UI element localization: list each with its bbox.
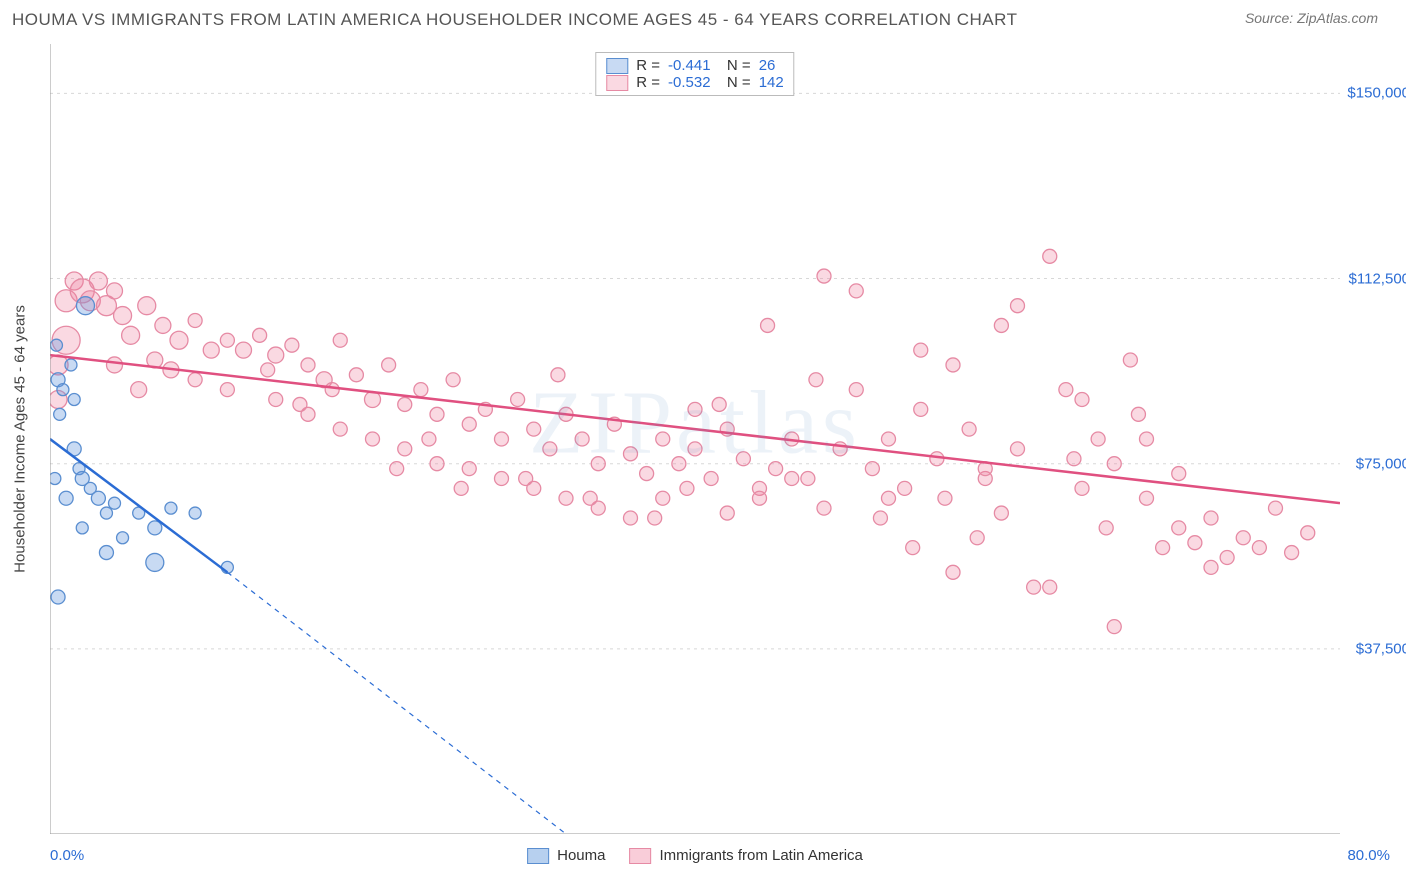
houma-n-value: 26 [759,57,776,74]
r-label: R = [636,74,660,91]
y-tick-label: $112,500 [1349,270,1406,287]
legend-row-houma: R = -0.441 N = 26 [606,57,783,74]
chart-container: Householder Income Ages 45 - 64 years ZI… [50,44,1340,834]
y-tick-label: $75,000 [1356,455,1406,472]
immigrants-swatch-icon [629,848,651,864]
legend-row-immigrants: R = -0.532 N = 142 [606,74,783,91]
n-label: N = [719,74,751,91]
source-attribution: Source: ZipAtlas.com [1245,10,1378,26]
immigrants-swatch-icon [606,75,628,91]
houma-swatch-icon [606,58,628,74]
immigrants-r-value: -0.532 [668,74,711,91]
y-tick-label: $37,500 [1356,640,1406,657]
y-axis-label: Householder Income Ages 45 - 64 years [12,305,29,573]
legend-label: Immigrants from Latin America [659,847,862,864]
x-axis-max-label: 80.0% [1347,847,1390,864]
houma-swatch-icon [527,848,549,864]
chart-title: HOUMA VS IMMIGRANTS FROM LATIN AMERICA H… [12,10,1017,30]
legend-item-houma: Houma [527,847,605,864]
houma-r-value: -0.441 [668,57,711,74]
series-legend: Houma Immigrants from Latin America [527,847,863,864]
legend-item-immigrants: Immigrants from Latin America [629,847,862,864]
correlation-legend: R = -0.441 N = 26 R = -0.532 N = 142 [595,52,794,96]
x-axis-min-label: 0.0% [50,847,84,864]
scatter-plot-svg [50,44,1340,834]
n-label: N = [719,57,751,74]
y-tick-label: $150,000 [1347,85,1406,102]
legend-label: Houma [557,847,605,864]
immigrants-n-value: 142 [759,74,784,91]
r-label: R = [636,57,660,74]
